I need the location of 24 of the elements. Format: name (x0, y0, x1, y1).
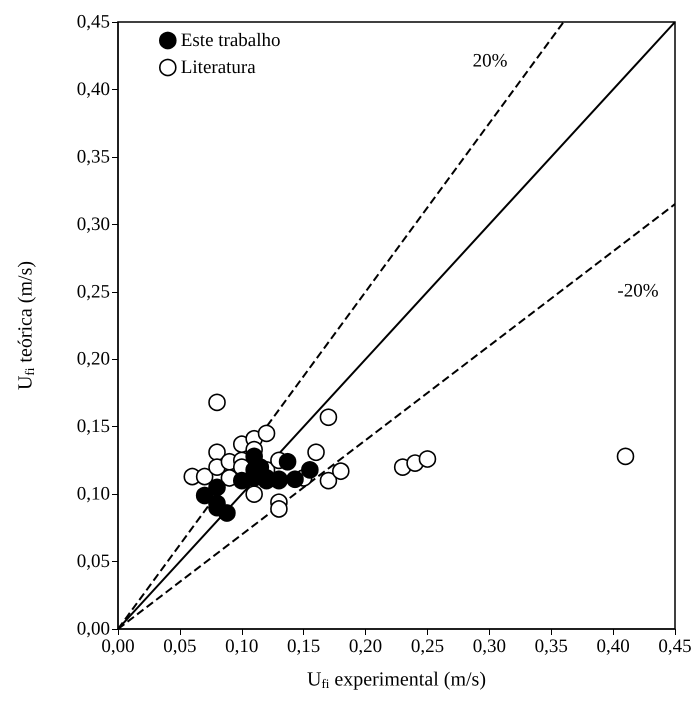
x-tick-label: 0,15 (287, 636, 320, 657)
y-tick-label: 0,20 (76, 348, 110, 370)
x-tick-label: 0,25 (410, 636, 444, 657)
x-tick-label: 0,45 (658, 636, 692, 657)
annotation: -20% (617, 280, 659, 302)
x-axis-title: Ufi experimental (m/s) (306, 668, 486, 691)
x-tick-label: 0,35 (534, 636, 568, 657)
x-tick-label: 0,10 (225, 636, 258, 657)
y-tick-label: 0,15 (76, 416, 110, 438)
annotation: 20% (472, 50, 508, 72)
y-tick-label: 0,30 (76, 214, 110, 235)
y-tick-label: 0,25 (76, 281, 110, 302)
y-tick-label: 0,45 (76, 12, 110, 32)
legend-label: Literatura (180, 57, 256, 78)
y-tick-label: 0,35 (76, 146, 110, 168)
x-tick-label: 0,05 (163, 636, 197, 657)
y-tick-label: 0,05 (76, 551, 110, 572)
x-tick-label: 0,30 (472, 636, 506, 657)
legend-label: Este trabalho (180, 30, 281, 51)
y-axis-title: Ufi teórica (m/s) (14, 260, 37, 390)
x-tick-label: 0,20 (348, 636, 382, 657)
y-tick-label: 0,10 (76, 484, 110, 505)
x-tick-label: 0,40 (596, 636, 630, 657)
y-tick-label: 0,40 (76, 78, 110, 100)
